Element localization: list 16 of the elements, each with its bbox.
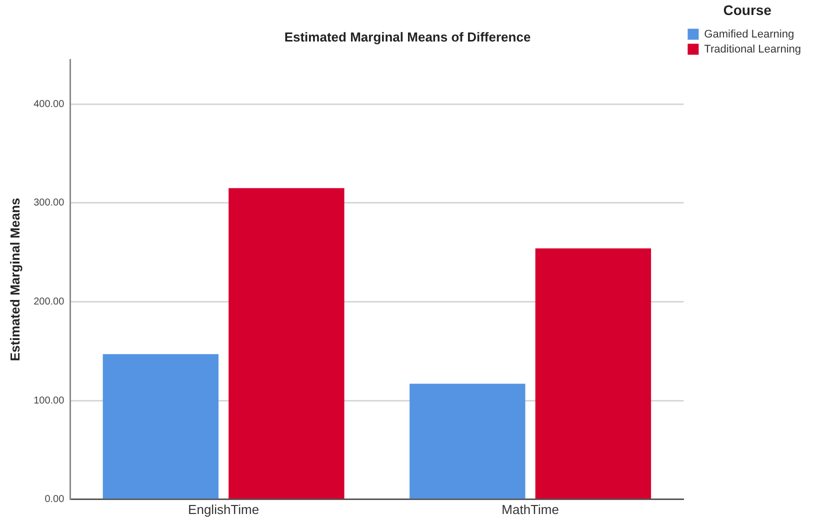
bar (410, 384, 526, 499)
y-tick-label: 200.00 (34, 296, 65, 308)
y-tick-label: 100.00 (34, 395, 65, 406)
x-tick-label: EnglishTime (188, 502, 260, 517)
bar (228, 188, 344, 499)
bar (535, 248, 652, 499)
y-axis-title: Estimated Marginal Means (7, 198, 22, 362)
bar (102, 354, 219, 499)
y-tick-label: 0.00 (44, 494, 65, 506)
x-tick-label: MathTime (502, 502, 559, 517)
legend-label: Traditional Learning (704, 43, 802, 56)
y-tick-label: 400.00 (34, 98, 65, 110)
legend-title: Course (723, 2, 772, 18)
y-tick-label: 300.00 (34, 198, 65, 209)
chart-title: Estimated Marginal Means of Difference (284, 29, 531, 44)
legend-label: Gamified Learning (704, 28, 794, 40)
